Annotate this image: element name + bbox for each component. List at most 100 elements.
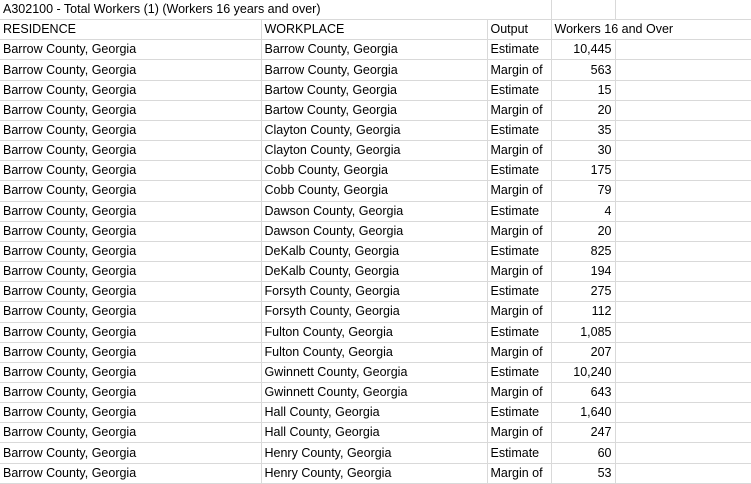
workplace-cell[interactable]: Bartow County, Georgia [261, 80, 488, 101]
workers-value-cell[interactable]: 112 [551, 301, 616, 323]
workers-value-cell[interactable]: 4 [551, 201, 616, 222]
empty-cell[interactable] [615, 59, 751, 81]
empty-cell[interactable] [615, 39, 751, 61]
residence-cell[interactable]: Barrow County, Georgia [0, 463, 262, 484]
empty-cell[interactable] [615, 201, 751, 222]
residence-cell[interactable]: Barrow County, Georgia [0, 201, 262, 222]
residence-cell[interactable]: Barrow County, Georgia [0, 221, 262, 242]
empty-cell[interactable] [487, 0, 552, 21]
workplace-cell[interactable]: Barrow County, Georgia [261, 39, 488, 61]
output-cell[interactable]: Estimate [487, 402, 552, 424]
workplace-cell[interactable]: Dawson County, Georgia [261, 201, 488, 222]
residence-cell[interactable]: Barrow County, Georgia [0, 140, 262, 162]
empty-cell[interactable] [615, 281, 751, 303]
header-workplace-cell[interactable]: WORKPLACE [261, 19, 488, 41]
workplace-cell[interactable]: Gwinnett County, Georgia [261, 362, 488, 383]
residence-cell[interactable]: Barrow County, Georgia [0, 422, 262, 444]
header-workers-cell[interactable]: Workers 16 and Over [551, 19, 751, 41]
output-cell[interactable]: Margin of [487, 140, 552, 162]
output-cell[interactable]: Margin of [487, 342, 552, 363]
output-cell[interactable]: Margin of [487, 422, 552, 444]
residence-cell[interactable]: Barrow County, Georgia [0, 80, 262, 101]
workplace-cell[interactable]: Gwinnett County, Georgia [261, 382, 488, 404]
workplace-cell[interactable]: Barrow County, Georgia [261, 59, 488, 81]
workers-value-cell[interactable]: 20 [551, 221, 616, 242]
residence-cell[interactable]: Barrow County, Georgia [0, 120, 262, 142]
output-cell[interactable]: Estimate [487, 362, 552, 383]
residence-cell[interactable]: Barrow County, Georgia [0, 322, 262, 343]
workers-value-cell[interactable]: 10,445 [551, 39, 616, 61]
workers-value-cell[interactable]: 10,240 [551, 362, 616, 383]
empty-cell[interactable] [615, 120, 751, 142]
empty-cell[interactable] [615, 241, 751, 263]
workplace-cell[interactable]: Forsyth County, Georgia [261, 281, 488, 303]
workplace-cell[interactable]: Fulton County, Georgia [261, 342, 488, 363]
residence-cell[interactable]: Barrow County, Georgia [0, 180, 262, 202]
workers-value-cell[interactable]: 35 [551, 120, 616, 142]
workers-value-cell[interactable]: 1,085 [551, 322, 616, 343]
empty-cell[interactable] [615, 362, 751, 383]
workers-value-cell[interactable]: 79 [551, 180, 616, 202]
residence-cell[interactable]: Barrow County, Georgia [0, 261, 262, 283]
workplace-cell[interactable]: Dawson County, Georgia [261, 221, 488, 242]
workers-value-cell[interactable]: 53 [551, 463, 616, 484]
workers-value-cell[interactable]: 30 [551, 140, 616, 162]
workers-value-cell[interactable]: 247 [551, 422, 616, 444]
residence-cell[interactable]: Barrow County, Georgia [0, 241, 262, 263]
empty-cell[interactable] [615, 463, 751, 484]
output-cell[interactable]: Estimate [487, 442, 552, 464]
output-cell[interactable]: Margin of [487, 59, 552, 81]
residence-cell[interactable]: Barrow County, Georgia [0, 59, 262, 81]
residence-cell[interactable]: Barrow County, Georgia [0, 100, 262, 121]
workplace-cell[interactable]: DeKalb County, Georgia [261, 241, 488, 263]
empty-cell[interactable] [615, 301, 751, 323]
output-cell[interactable]: Estimate [487, 80, 552, 101]
output-cell[interactable]: Margin of [487, 301, 552, 323]
output-cell[interactable]: Margin of [487, 382, 552, 404]
residence-cell[interactable]: Barrow County, Georgia [0, 160, 262, 182]
workplace-cell[interactable]: Bartow County, Georgia [261, 100, 488, 121]
workplace-cell[interactable]: Fulton County, Georgia [261, 322, 488, 343]
workers-value-cell[interactable]: 194 [551, 261, 616, 283]
empty-cell[interactable] [615, 180, 751, 202]
residence-cell[interactable]: Barrow County, Georgia [0, 281, 262, 303]
workplace-cell[interactable]: Hall County, Georgia [261, 402, 488, 424]
residence-cell[interactable]: Barrow County, Georgia [0, 442, 262, 464]
header-output-cell[interactable]: Output [487, 19, 552, 41]
output-cell[interactable]: Margin of [487, 180, 552, 202]
output-cell[interactable]: Margin of [487, 221, 552, 242]
workers-value-cell[interactable]: 60 [551, 442, 616, 464]
empty-cell[interactable] [615, 261, 751, 283]
output-cell[interactable]: Estimate [487, 241, 552, 263]
empty-cell[interactable] [615, 342, 751, 363]
empty-cell[interactable] [615, 322, 751, 343]
empty-cell[interactable] [615, 80, 751, 101]
workplace-cell[interactable]: Hall County, Georgia [261, 422, 488, 444]
workplace-cell[interactable]: Forsyth County, Georgia [261, 301, 488, 323]
output-cell[interactable]: Margin of [487, 261, 552, 283]
residence-cell[interactable]: Barrow County, Georgia [0, 402, 262, 424]
empty-cell[interactable] [615, 442, 751, 464]
workers-value-cell[interactable]: 643 [551, 382, 616, 404]
residence-cell[interactable]: Barrow County, Georgia [0, 382, 262, 404]
workers-value-cell[interactable]: 207 [551, 342, 616, 363]
empty-cell[interactable] [551, 0, 616, 21]
workers-value-cell[interactable]: 825 [551, 241, 616, 263]
output-cell[interactable]: Estimate [487, 120, 552, 142]
workplace-cell[interactable]: DeKalb County, Georgia [261, 261, 488, 283]
empty-cell[interactable] [615, 402, 751, 424]
workers-value-cell[interactable]: 1,640 [551, 402, 616, 424]
workplace-cell[interactable]: Clayton County, Georgia [261, 120, 488, 142]
output-cell[interactable]: Estimate [487, 39, 552, 61]
workplace-cell[interactable]: Clayton County, Georgia [261, 140, 488, 162]
empty-cell[interactable] [615, 422, 751, 444]
empty-cell[interactable] [615, 160, 751, 182]
output-cell[interactable]: Margin of [487, 100, 552, 121]
empty-cell[interactable] [615, 221, 751, 242]
residence-cell[interactable]: Barrow County, Georgia [0, 301, 262, 323]
workplace-cell[interactable]: Henry County, Georgia [261, 463, 488, 484]
output-cell[interactable]: Estimate [487, 322, 552, 343]
empty-cell[interactable] [615, 0, 751, 21]
residence-cell[interactable]: Barrow County, Georgia [0, 362, 262, 383]
residence-cell[interactable]: Barrow County, Georgia [0, 342, 262, 363]
